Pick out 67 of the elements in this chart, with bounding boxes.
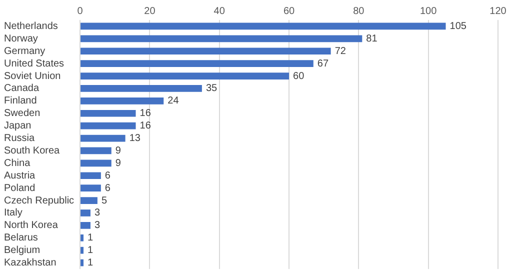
bar xyxy=(80,147,112,154)
bar xyxy=(80,35,362,42)
data-label: 24 xyxy=(168,96,180,107)
bar xyxy=(80,22,446,30)
data-label: 16 xyxy=(140,108,152,120)
y-tick-label: Sweden xyxy=(4,108,40,120)
bar xyxy=(80,160,112,167)
x-tick-label: 40 xyxy=(214,6,226,17)
y-tick-label: Norway xyxy=(4,33,38,44)
data-label: 60 xyxy=(293,70,305,82)
data-label: 1 xyxy=(88,245,94,256)
y-tick-label: Netherlands xyxy=(4,20,58,32)
y-tick-label: Finland xyxy=(4,96,37,107)
bar xyxy=(80,134,126,142)
data-label: 5 xyxy=(101,195,108,206)
y-tick-label: Japan xyxy=(4,120,32,132)
y-tick-label: Germany xyxy=(4,46,46,57)
data-label: 9 xyxy=(115,145,122,156)
data-label: 16 xyxy=(140,120,152,132)
y-tick-label: Russia xyxy=(4,133,36,144)
x-tick-label: 0 xyxy=(77,6,84,17)
bar xyxy=(80,234,84,242)
y-tick-label: United States xyxy=(4,58,64,70)
y-tick-label: Soviet Union xyxy=(4,70,61,82)
bar xyxy=(80,48,331,55)
bar xyxy=(80,197,98,204)
bar xyxy=(80,60,314,67)
y-tick-label: Canada xyxy=(4,83,40,94)
bar xyxy=(80,122,136,130)
data-label: 6 xyxy=(104,182,111,194)
data-label: 35 xyxy=(206,83,218,94)
bar xyxy=(80,222,90,229)
x-tick-label: 20 xyxy=(144,6,156,17)
data-label: 105 xyxy=(450,20,467,32)
data-label: 13 xyxy=(129,133,141,144)
y-tick-label: South Korea xyxy=(4,145,60,156)
bar xyxy=(80,246,84,254)
bar xyxy=(80,259,84,266)
bar xyxy=(80,184,101,192)
data-label: 9 xyxy=(115,158,122,169)
bar xyxy=(80,210,90,216)
data-label: 67 xyxy=(317,58,329,70)
data-label: 1 xyxy=(88,232,94,244)
bar xyxy=(80,72,290,80)
bar xyxy=(80,172,101,180)
data-label: 81 xyxy=(366,33,378,44)
y-tick-label: China xyxy=(4,158,31,169)
bar xyxy=(80,110,136,117)
data-label: 3 xyxy=(94,220,100,232)
y-tick-label: Belgium xyxy=(4,245,40,256)
y-tick-label: Belarus xyxy=(4,232,38,244)
x-tick-label: 60 xyxy=(283,6,296,17)
x-tick-label: 120 xyxy=(490,6,507,17)
y-tick-label: Kazakhstan xyxy=(4,258,56,269)
data-label: 1 xyxy=(88,258,94,269)
x-tick-label: 100 xyxy=(420,6,438,17)
y-tick-label: Austria xyxy=(4,170,36,182)
data-label: 6 xyxy=(104,170,111,182)
y-tick-label: Italy xyxy=(4,208,22,219)
data-label: 72 xyxy=(334,46,346,57)
bar xyxy=(80,85,202,92)
bar xyxy=(80,98,164,104)
y-tick-label: Czech Republic xyxy=(4,195,74,206)
y-tick-label: Poland xyxy=(4,182,36,194)
x-tick-label: 80 xyxy=(353,6,365,17)
y-tick-label: North Korea xyxy=(4,220,58,232)
data-label: 3 xyxy=(94,208,100,219)
